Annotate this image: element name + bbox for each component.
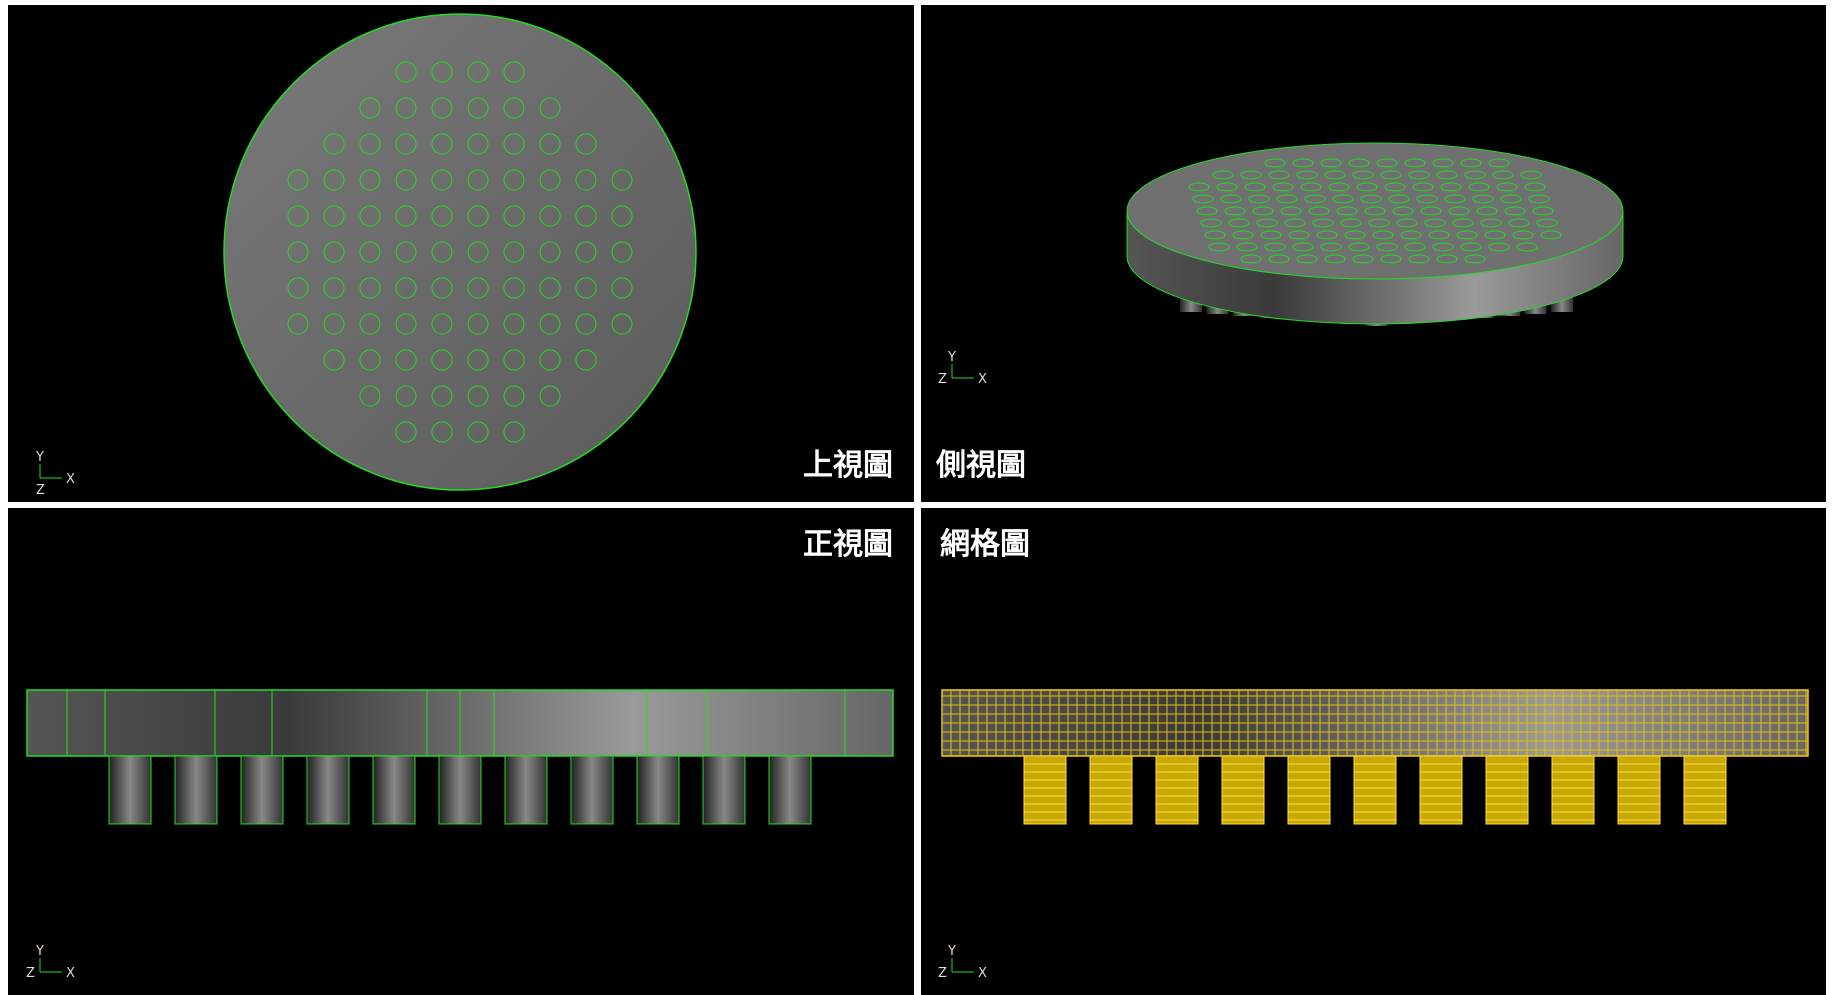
pillar <box>439 756 481 824</box>
pillar <box>769 756 811 824</box>
pillar <box>571 756 613 824</box>
plate-top <box>1127 143 1623 279</box>
pillar <box>637 756 679 824</box>
plate <box>224 14 696 490</box>
pillar <box>1618 756 1660 824</box>
pillar <box>1090 756 1132 824</box>
pillar <box>1420 756 1462 824</box>
pillar <box>505 756 547 824</box>
pillar <box>307 756 349 824</box>
axis-label: Z <box>36 483 45 498</box>
axis-label: Z <box>938 372 947 387</box>
panel-label: 網格圖 <box>940 527 1030 562</box>
pillar <box>175 756 217 824</box>
axis-label: X <box>66 472 75 487</box>
panel-label: 正視圖 <box>803 527 893 562</box>
axis-label: X <box>978 966 987 981</box>
axis-label: Y <box>35 450 44 465</box>
pillar <box>1288 756 1330 824</box>
axis-label: Z <box>26 966 35 981</box>
axis-label: Z <box>938 966 947 981</box>
pillar <box>1486 756 1528 824</box>
pillar <box>1024 756 1066 824</box>
viewer: 上視圖 側視圖 正視圖 網格圖 YZXYZXYZXYZX <box>0 0 1834 995</box>
axis-label: Y <box>35 944 44 959</box>
pillar <box>109 756 151 824</box>
pillar <box>241 756 283 824</box>
pillar <box>1684 756 1726 824</box>
axis-label: Y <box>947 350 956 365</box>
axis-label: X <box>66 966 75 981</box>
pillar <box>703 756 745 824</box>
axis-label: X <box>978 372 987 387</box>
pillar <box>1552 756 1594 824</box>
panel-label: 上視圖 <box>803 448 893 483</box>
panel-label: 側視圖 <box>935 448 1026 483</box>
pillar <box>373 756 415 824</box>
axis-label: Y <box>947 944 956 959</box>
pillar <box>1222 756 1264 824</box>
pillar <box>1354 756 1396 824</box>
pillar <box>1156 756 1198 824</box>
